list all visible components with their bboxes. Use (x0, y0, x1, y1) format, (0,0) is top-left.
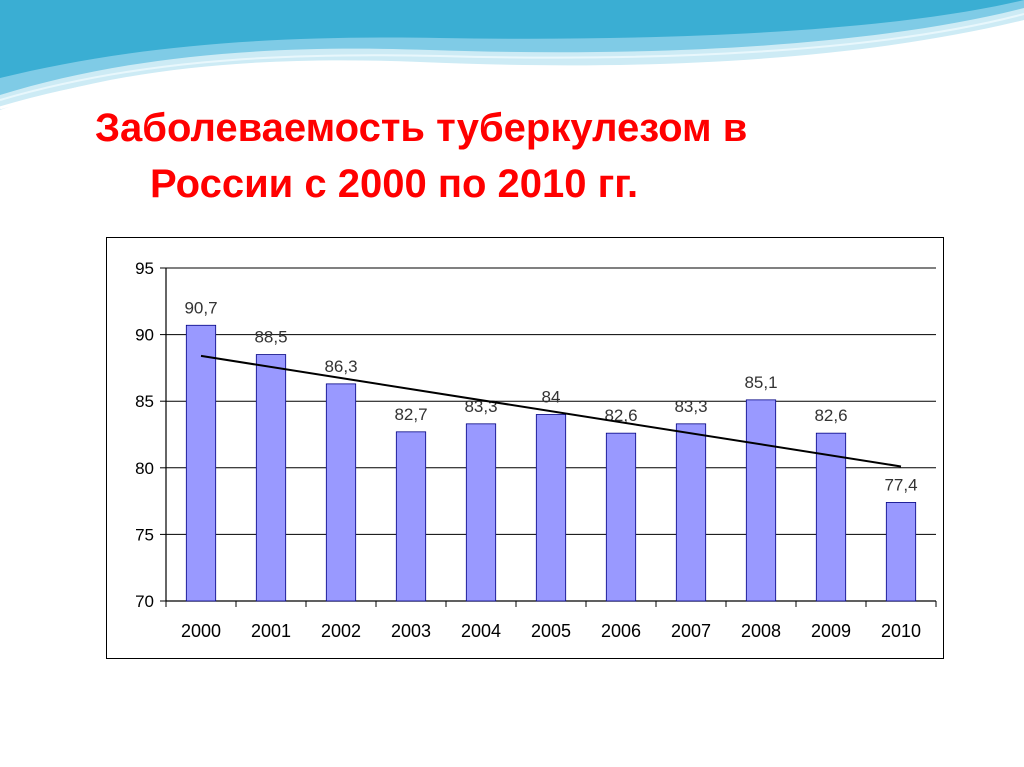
data-label: 82,7 (394, 405, 427, 424)
y-tick-label: 80 (135, 459, 154, 478)
bar (535, 414, 567, 602)
trendline (200, 354, 902, 468)
y-tick-label: 85 (135, 392, 154, 411)
x-tick-label: 2003 (391, 621, 431, 641)
x-tick-label: 2005 (531, 621, 571, 641)
slide-title-line-2: России с 2000 по 2010 гг. (150, 162, 639, 206)
x-tick-label: 2002 (321, 621, 361, 641)
data-label: 83,3 (674, 397, 707, 416)
y-tick-label: 90 (135, 326, 154, 345)
bar (395, 431, 427, 602)
bar (325, 383, 357, 602)
y-tick-label: 70 (135, 592, 154, 611)
bar (605, 432, 637, 602)
data-label: 88,5 (254, 328, 287, 347)
bar (885, 502, 917, 602)
slide-title-line-1: Заболеваемость туберкулезом в (95, 106, 748, 150)
decorative-wave (0, 0, 1024, 110)
data-label: 85,1 (744, 373, 777, 392)
data-label: 84 (542, 388, 561, 407)
data-label: 86,3 (324, 357, 357, 376)
bar (185, 324, 217, 602)
bar (815, 432, 847, 602)
slide-title: Заболеваемость туберкулезом в России с 2… (0, 100, 1024, 212)
bar (745, 399, 777, 602)
y-tick-label: 95 (135, 259, 154, 278)
bar-chart: 70 75 80 85 90 95 90,7 2000 88,5 2001 86,3 2002 82,7… (135, 259, 937, 641)
data-label: 82,6 (814, 406, 847, 425)
x-tick-label: 2007 (671, 621, 711, 641)
x-tick-label: 2010 (881, 621, 921, 641)
x-tick-label: 2001 (251, 621, 291, 641)
data-label: 77,4 (884, 475, 917, 494)
bar (255, 354, 287, 602)
chart-frame: 70 75 80 85 90 95 90,7 2000 88,5 2001 86,3 2002 82,7… (106, 237, 944, 659)
y-tick-label: 75 (135, 525, 154, 544)
bar (465, 423, 497, 602)
bar (675, 423, 707, 602)
x-tick-label: 2008 (741, 621, 781, 641)
x-tick-label: 2006 (601, 621, 641, 641)
x-tick-label: 2009 (811, 621, 851, 641)
x-tick-label: 2004 (461, 621, 501, 641)
data-label: 90,7 (184, 298, 217, 317)
x-tick-label: 2000 (181, 621, 221, 641)
